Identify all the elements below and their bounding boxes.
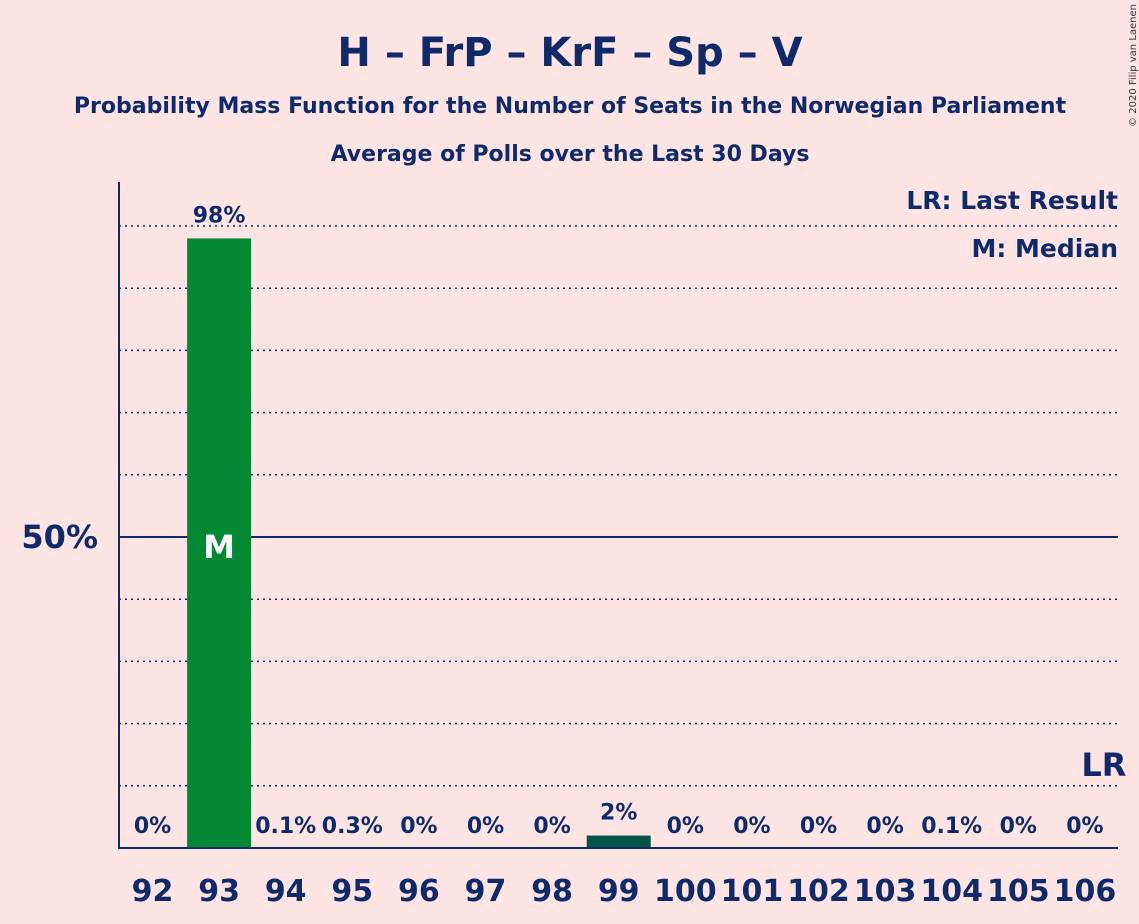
data-label-102: 0% — [800, 814, 837, 839]
x-tick-93: 93 — [198, 874, 240, 909]
data-label-94: 0.1% — [255, 814, 316, 839]
data-label-104: 0.1% — [921, 814, 982, 839]
grid-lines — [119, 225, 1118, 787]
data-label-105: 0% — [1000, 814, 1037, 839]
data-label-101: 0% — [733, 814, 770, 839]
chart-subtitle: Probability Mass Function for the Number… — [74, 94, 1067, 119]
x-tick-105: 105 — [987, 874, 1050, 909]
bar-99 — [586, 835, 651, 848]
data-label-92: 0% — [134, 814, 171, 839]
chart-title: H – FrP – KrF – Sp – V — [337, 30, 802, 76]
x-tick-98: 98 — [531, 874, 573, 909]
chart-subtitle-2: Average of Polls over the Last 30 Days — [331, 142, 810, 167]
data-labels: 0%98%M0.1% 0.3% 0% 0% 0%2%0% 0% 0% 0% 0.1% 0% 0%LR — [134, 203, 1127, 839]
bars — [187, 238, 651, 848]
x-tick-99: 99 — [598, 874, 640, 909]
legend-median: M: Median — [971, 234, 1118, 263]
data-label-106: 0% — [1066, 814, 1103, 839]
x-tick-94: 94 — [265, 874, 307, 909]
x-tick-101: 101 — [721, 874, 784, 909]
x-tick-106: 106 — [1054, 874, 1117, 909]
x-tick-102: 102 — [787, 874, 850, 909]
last-result-marker: LR — [1081, 746, 1126, 784]
x-tick-92: 92 — [132, 874, 174, 909]
x-tick-100: 100 — [654, 874, 717, 909]
data-label-97: 0% — [467, 814, 504, 839]
data-label-98: 0% — [533, 814, 570, 839]
legend-last-result: LR: Last Result — [906, 186, 1118, 215]
x-tick-95: 95 — [331, 874, 373, 909]
x-tick-labels: 92 93 94 95 96 97 98 99 100 101 102 103 104 105 106 — [132, 874, 1117, 909]
data-label-96: 0% — [400, 814, 437, 839]
median-marker: M — [203, 528, 235, 566]
x-tick-104: 104 — [920, 874, 983, 909]
x-tick-96: 96 — [398, 874, 440, 909]
data-label-100: 0% — [667, 814, 704, 839]
y-tick-labels: 50% — [21, 518, 98, 556]
y-tick-label: 50% — [21, 518, 98, 556]
x-tick-103: 103 — [854, 874, 917, 909]
copyright-text: © 2020 Filip van Laenen — [1128, 4, 1139, 127]
x-tick-97: 97 — [465, 874, 507, 909]
data-label-103: 0% — [866, 814, 903, 839]
data-label-95: 0.3% — [322, 814, 383, 839]
data-label-99: 2% — [600, 801, 637, 826]
bar-93 — [187, 238, 252, 848]
data-label-93: 98% — [193, 203, 246, 228]
